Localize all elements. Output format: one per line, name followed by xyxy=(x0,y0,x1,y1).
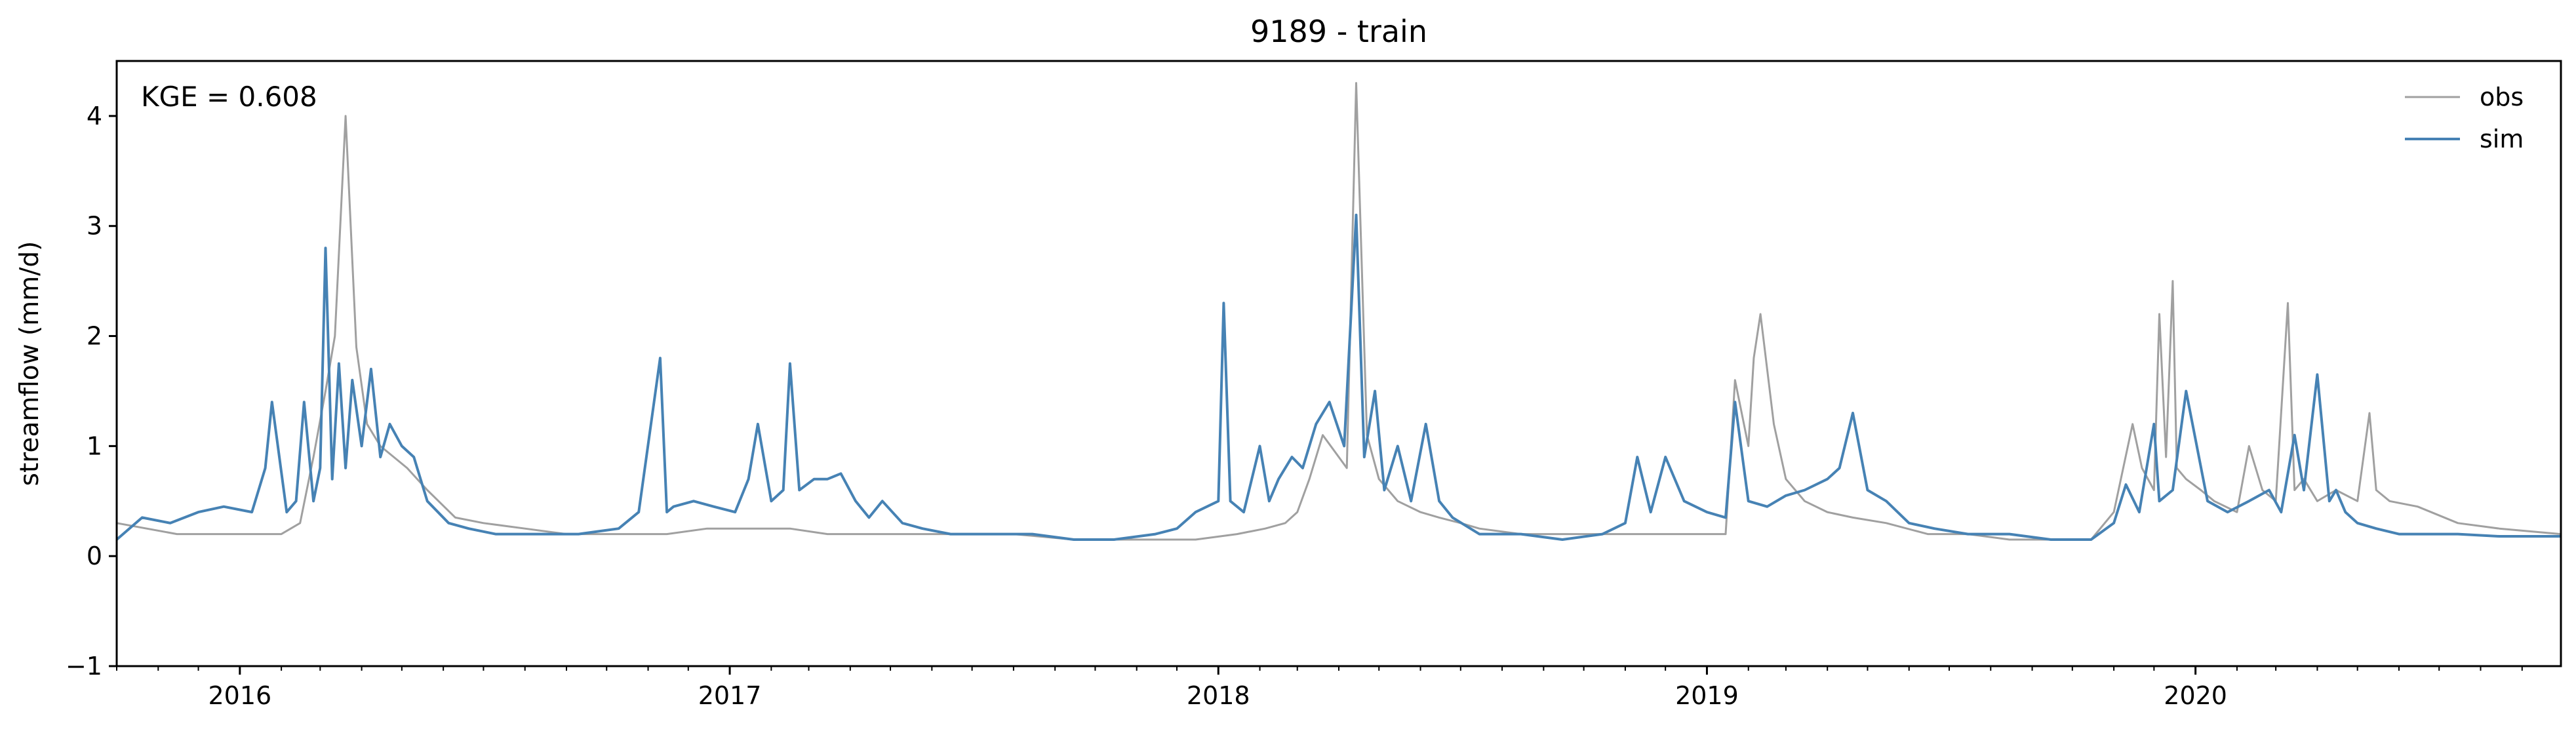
legend: obs sim xyxy=(2405,83,2524,153)
legend-label-sim: sim xyxy=(2480,125,2524,153)
y-axis: −1 0 1 2 3 4 xyxy=(66,102,117,681)
x-tick-label: 2018 xyxy=(1187,681,1250,710)
series-layer xyxy=(115,82,2562,541)
chart-title: 9189 - train xyxy=(1250,14,1427,49)
y-tick-label: −1 xyxy=(66,652,102,681)
series-line-obs xyxy=(116,82,2562,541)
y-tick-label: 2 xyxy=(87,322,102,351)
plot-frame xyxy=(115,60,2562,667)
x-tick-label: 2019 xyxy=(1675,681,1739,710)
x-tick-label: 2016 xyxy=(208,681,271,710)
x-tick-label: 2017 xyxy=(698,681,762,710)
y-tick-label: 1 xyxy=(87,431,102,460)
y-axis-label: streamflow (mm/d) xyxy=(15,241,45,486)
x-axis: 2016 2017 2018 2019 2020 xyxy=(116,666,2523,710)
y-tick-label: 3 xyxy=(87,212,102,241)
series-line-sim xyxy=(115,213,2561,541)
x-tick-label: 2020 xyxy=(2164,681,2227,710)
y-tick-label: 4 xyxy=(87,102,102,130)
legend-label-obs: obs xyxy=(2480,83,2524,111)
kge-annotation: KGE = 0.608 xyxy=(141,81,317,113)
y-tick-label: 0 xyxy=(87,542,102,570)
